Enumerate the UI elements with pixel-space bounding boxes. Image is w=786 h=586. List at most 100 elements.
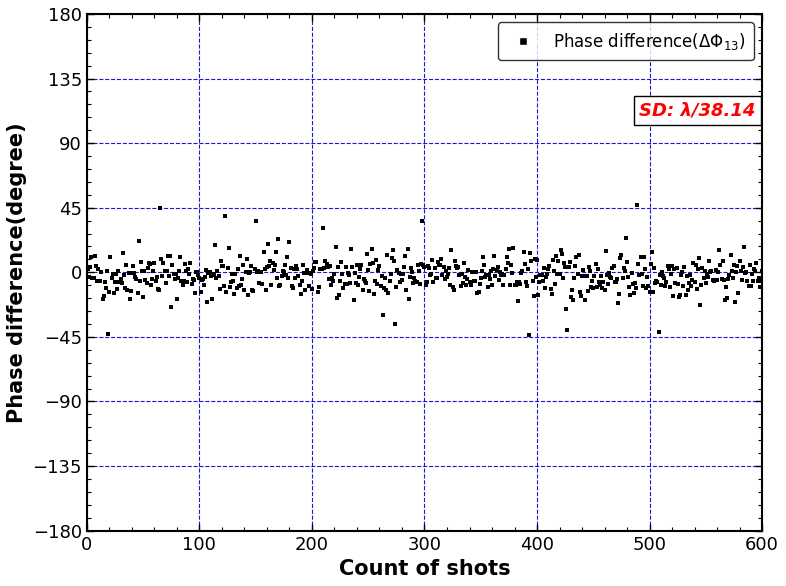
Point: [510, 278, 523, 287]
Point: [486, 281, 498, 290]
Point: [722, 275, 735, 284]
Point: [121, 285, 134, 295]
Point: [572, 251, 585, 260]
Point: [561, 326, 574, 335]
Text: SD: λ/38.14: SD: λ/38.14: [639, 102, 755, 120]
Point: [212, 271, 225, 280]
Point: [632, 260, 645, 269]
Point: [129, 272, 141, 281]
Point: [124, 287, 137, 296]
Point: [437, 262, 450, 271]
Point: [113, 278, 126, 287]
Point: [424, 271, 436, 280]
Point: [742, 281, 755, 290]
Point: [435, 254, 448, 264]
Point: [444, 281, 457, 290]
Point: [299, 285, 311, 295]
Point: [194, 288, 207, 297]
Point: [304, 270, 317, 279]
Point: [230, 270, 242, 279]
Point: [215, 257, 227, 266]
Point: [608, 277, 621, 287]
Point: [556, 274, 569, 283]
Point: [626, 268, 638, 277]
Point: [686, 275, 699, 285]
Point: [657, 271, 670, 281]
Point: [655, 281, 667, 290]
Point: [604, 272, 616, 281]
Point: [531, 255, 543, 265]
Point: [152, 285, 165, 294]
Point: [553, 270, 566, 279]
Point: [423, 263, 435, 272]
Point: [490, 265, 503, 275]
Point: [142, 258, 155, 267]
Point: [714, 260, 727, 269]
Point: [755, 276, 767, 285]
Point: [751, 277, 764, 286]
Point: [380, 286, 392, 295]
Point: [736, 263, 749, 272]
Point: [110, 269, 123, 278]
Point: [677, 281, 689, 291]
Point: [726, 273, 739, 282]
Point: [658, 274, 670, 283]
Point: [182, 264, 194, 274]
Point: [648, 264, 660, 273]
Point: [209, 240, 222, 250]
Point: [713, 245, 725, 254]
Point: [419, 281, 432, 290]
Point: [105, 253, 117, 262]
Point: [358, 275, 370, 284]
Point: [445, 245, 457, 254]
Point: [156, 271, 168, 281]
Point: [199, 272, 211, 282]
Point: [671, 280, 684, 289]
Point: [410, 278, 423, 287]
Point: [399, 251, 412, 261]
Point: [165, 302, 178, 312]
Point: [154, 204, 167, 213]
Point: [505, 260, 517, 269]
Point: [263, 261, 275, 270]
Point: [514, 280, 527, 289]
Point: [566, 285, 578, 294]
Point: [266, 259, 279, 268]
Point: [590, 259, 602, 268]
Point: [608, 261, 620, 271]
Point: [259, 285, 272, 294]
Point: [475, 273, 487, 282]
Point: [623, 282, 636, 291]
Point: [170, 270, 182, 279]
Point: [162, 252, 174, 261]
Point: [382, 288, 395, 297]
Point: [395, 270, 407, 279]
Point: [384, 269, 397, 278]
Point: [457, 279, 469, 288]
Point: [196, 275, 208, 285]
Point: [601, 270, 613, 280]
Point: [120, 260, 133, 270]
Point: [123, 294, 136, 304]
Point: [478, 260, 490, 270]
Point: [489, 272, 501, 281]
Point: [131, 288, 144, 298]
Point: [643, 287, 656, 297]
Point: [530, 272, 542, 281]
Point: [90, 276, 103, 285]
Point: [546, 255, 559, 264]
Point: [471, 288, 483, 298]
Point: [501, 253, 513, 262]
Point: [673, 292, 685, 302]
Point: [163, 251, 176, 261]
Point: [160, 278, 172, 288]
Point: [603, 268, 615, 277]
Point: [317, 223, 329, 233]
Point: [391, 265, 404, 274]
Point: [308, 264, 321, 273]
Point: [101, 267, 113, 276]
Point: [548, 267, 560, 276]
Point: [225, 277, 237, 287]
Point: [541, 269, 553, 278]
Point: [327, 277, 340, 286]
